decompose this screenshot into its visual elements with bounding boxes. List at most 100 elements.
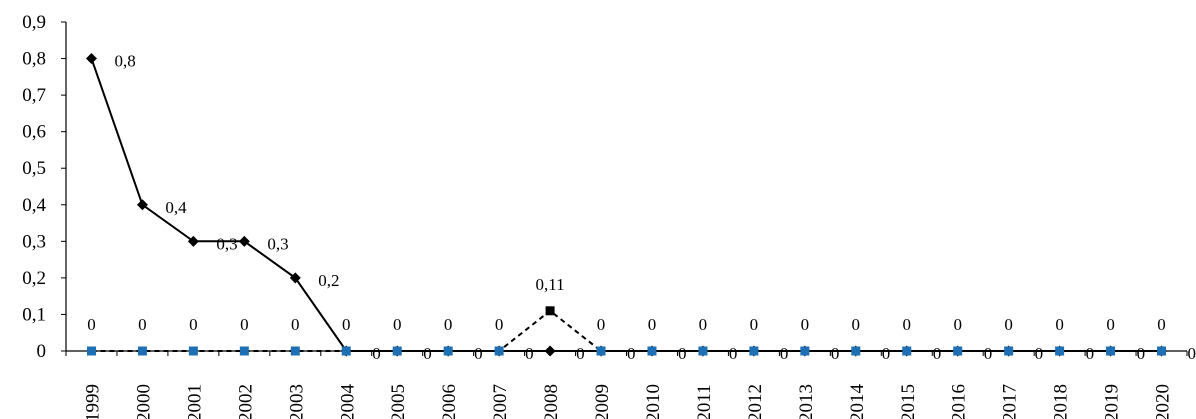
series-1-data-label: 0 bbox=[474, 344, 483, 363]
x-tick-label: 2007 bbox=[490, 384, 511, 419]
series-2-point bbox=[596, 346, 606, 356]
series-2-data-label: 0 bbox=[291, 315, 300, 334]
x-tick-label: 2019 bbox=[1102, 384, 1123, 419]
series-1-data-label: 0,4 bbox=[165, 198, 187, 217]
y-tick-label: 0,4 bbox=[22, 195, 46, 216]
x-tick-label: 2001 bbox=[184, 384, 205, 419]
series-1-line bbox=[90, 58, 1162, 352]
x-tick-label: 2006 bbox=[439, 384, 460, 419]
data-labels: 0,80,40,3 0,30,20 0 0 0 0 0 0 0 0 0 0 0 0 0 0 0 00 0 0 0 0 0 0 0… bbox=[87, 52, 1196, 363]
series-2-point bbox=[1055, 346, 1065, 356]
x-tick-label: 2003 bbox=[286, 384, 307, 419]
x-tick-label: 2017 bbox=[1000, 384, 1021, 419]
series-1-data-label: 0 bbox=[780, 344, 789, 363]
series-markers bbox=[85, 53, 1168, 357]
y-tick-label: 0,6 bbox=[22, 122, 46, 143]
axes bbox=[61, 21, 1188, 356]
series-2-data-label: 0 bbox=[240, 315, 249, 334]
x-tick-label: 2015 bbox=[898, 384, 919, 419]
x-tick-label: 1999 bbox=[82, 384, 103, 419]
series-2-data-label: 0 bbox=[393, 315, 402, 334]
series-2-data-label: 0 bbox=[189, 315, 198, 334]
series-1-data-label: 0 bbox=[423, 344, 432, 363]
series-lines bbox=[90, 58, 1162, 352]
x-tick-label: 2020 bbox=[1153, 384, 1174, 419]
series-1-data-label: 0 bbox=[372, 344, 381, 363]
series-2-data-label: 0 bbox=[1106, 315, 1115, 334]
series-2-point bbox=[953, 346, 963, 356]
series-1-data-label: 0 bbox=[1086, 344, 1095, 363]
series-1-data-label: 0 bbox=[729, 344, 738, 363]
series-2-point bbox=[392, 346, 402, 356]
y-tick-labels: 0 0,1 0,2 0,3 0,4 0,5 0,6 0,7 0,8 0,9 bbox=[22, 12, 46, 362]
series-2-data-label: 0 bbox=[1055, 315, 1064, 334]
series-2-point bbox=[545, 306, 555, 316]
series-2-point bbox=[851, 346, 861, 356]
series-2-data-label: 0 bbox=[342, 315, 351, 334]
series-1-data-label: 0 bbox=[576, 344, 585, 363]
series-2-point bbox=[188, 346, 198, 356]
series-2-point bbox=[1106, 346, 1116, 356]
series-1-data-label: 0 bbox=[882, 344, 891, 363]
y-tick-label: 0,1 bbox=[22, 304, 46, 325]
series-2-point bbox=[494, 346, 504, 356]
series-1-point bbox=[238, 235, 250, 247]
x-tick-label: 2011 bbox=[694, 384, 715, 419]
x-tick-label: 2004 bbox=[337, 384, 358, 419]
series-2-data-label: 0 bbox=[801, 315, 810, 334]
series-1-data-label: 0 bbox=[933, 344, 942, 363]
series-1-data-label: 0 bbox=[678, 344, 687, 363]
series-1-data-label: 0 bbox=[1188, 344, 1196, 363]
series-1-data-label: 0,3 bbox=[267, 234, 288, 253]
series-2-data-label: 0 bbox=[87, 315, 96, 334]
x-tick-label: 2005 bbox=[388, 384, 409, 419]
series-2-data-label: 0 bbox=[597, 315, 606, 334]
series-2-data-label: 0 bbox=[1004, 315, 1013, 334]
series-1-point bbox=[544, 345, 556, 357]
series-2-point bbox=[443, 346, 453, 356]
series-2-point bbox=[647, 346, 657, 356]
series-2-point bbox=[1004, 346, 1014, 356]
series-1-point bbox=[136, 199, 148, 211]
y-tick-label: 0,9 bbox=[22, 12, 46, 33]
series-2-point bbox=[800, 346, 810, 356]
series-1-data-label: 0,2 bbox=[318, 271, 339, 290]
series-1-data-label: 0 bbox=[1035, 344, 1044, 363]
y-tick-label: 0 bbox=[37, 341, 47, 362]
series-1-data-label: 0,3 bbox=[216, 234, 237, 253]
series-1-data-label: 0 bbox=[627, 344, 636, 363]
series-2-point bbox=[902, 346, 912, 356]
series-1-data-label: 0 bbox=[984, 344, 993, 363]
y-tick-label: 0,3 bbox=[22, 231, 46, 252]
series-2-point bbox=[749, 346, 759, 356]
series-2-point bbox=[1157, 346, 1167, 356]
series-2-data-label: 0 bbox=[1157, 315, 1166, 334]
x-tick-label: 2009 bbox=[592, 384, 613, 419]
series-1-data-label: 0 bbox=[831, 344, 840, 363]
series-2-point bbox=[290, 346, 300, 356]
y-tick-label: 0,2 bbox=[22, 268, 46, 289]
series-2-data-label: 0 bbox=[750, 315, 759, 334]
series-2-data-label: 0 bbox=[648, 315, 657, 334]
x-tick-label: 2014 bbox=[847, 384, 868, 419]
series-2-point bbox=[239, 346, 249, 356]
series-2-point bbox=[341, 346, 351, 356]
series-2-data-label: 0 bbox=[852, 315, 861, 334]
x-tick-label: 2000 bbox=[133, 384, 154, 419]
series-2-point bbox=[698, 346, 708, 356]
series-1-point bbox=[85, 53, 97, 65]
series-2-data-label: 0 bbox=[444, 315, 453, 334]
series-2-point bbox=[137, 346, 147, 356]
y-tick-label: 0,5 bbox=[22, 158, 46, 179]
series-2-data-label: 0 bbox=[699, 315, 708, 334]
series-2-data-label: 0 bbox=[138, 315, 147, 334]
series-1-data-label: 0,8 bbox=[114, 52, 135, 71]
series-1-data-label: 0 bbox=[1137, 344, 1146, 363]
x-tick-labels: 1999 2000 2001 2002 2003 2004 2005 2006 2007 2008… bbox=[82, 384, 1173, 419]
series-2-data-label: 0,11 bbox=[536, 275, 565, 294]
x-tick-label: 2012 bbox=[745, 384, 766, 419]
series-2-point bbox=[86, 346, 96, 356]
series-1-data-label: 0 bbox=[525, 344, 534, 363]
series-2-data-label: 0 bbox=[903, 315, 912, 334]
